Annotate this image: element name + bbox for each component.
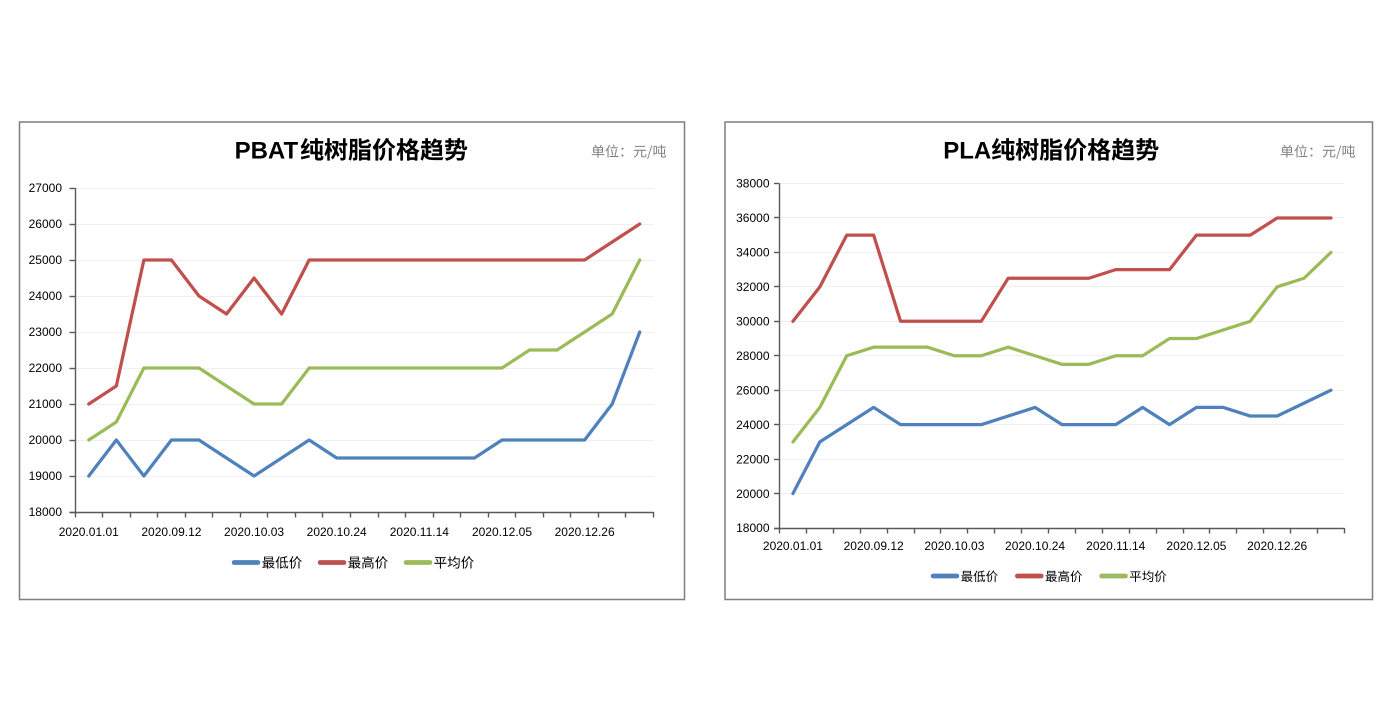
svg-text:34000: 34000 — [736, 246, 770, 260]
svg-text:PBAT: PBAT — [235, 138, 299, 165]
svg-text:22000: 22000 — [29, 361, 63, 375]
svg-text:2020.09.12: 2020.09.12 — [844, 539, 904, 553]
svg-text:22000: 22000 — [736, 452, 770, 466]
svg-text:2020.12.26: 2020.12.26 — [555, 525, 615, 539]
svg-text:2020.09.12: 2020.09.12 — [141, 525, 201, 539]
svg-text:2020.01.01: 2020.01.01 — [59, 525, 119, 539]
svg-text:2020.11.14: 2020.11.14 — [1086, 539, 1145, 553]
svg-text:2020.12.05: 2020.12.05 — [1166, 539, 1226, 553]
svg-text:2020.12.05: 2020.12.05 — [472, 525, 532, 539]
svg-text:2020.11.14: 2020.11.14 — [390, 525, 449, 539]
svg-text:36000: 36000 — [736, 211, 770, 225]
svg-text:24000: 24000 — [736, 418, 770, 432]
svg-text:20000: 20000 — [736, 487, 770, 501]
svg-text:30000: 30000 — [736, 315, 770, 329]
svg-text:28000: 28000 — [736, 349, 770, 363]
svg-text:25000: 25000 — [29, 253, 63, 267]
svg-text:23000: 23000 — [29, 325, 63, 339]
svg-text:2020.10.24: 2020.10.24 — [1005, 539, 1065, 553]
svg-text:21000: 21000 — [29, 397, 63, 411]
svg-text:18000: 18000 — [29, 505, 63, 519]
svg-text:2020.10.24: 2020.10.24 — [307, 525, 367, 539]
svg-text:24000: 24000 — [29, 289, 63, 303]
svg-text:2020.10.03: 2020.10.03 — [224, 525, 284, 539]
svg-text:32000: 32000 — [736, 280, 770, 294]
svg-text:20000: 20000 — [29, 433, 63, 447]
svg-text:27000: 27000 — [29, 181, 63, 195]
svg-text:2020.01.01: 2020.01.01 — [763, 539, 823, 553]
svg-text:38000: 38000 — [736, 177, 770, 191]
svg-text:PLA: PLA — [943, 138, 991, 165]
svg-text:2020.10.03: 2020.10.03 — [924, 539, 984, 553]
svg-text:26000: 26000 — [29, 217, 63, 231]
svg-text:2020.12.26: 2020.12.26 — [1247, 539, 1307, 553]
svg-text:26000: 26000 — [736, 383, 770, 397]
svg-text:18000: 18000 — [736, 521, 770, 535]
svg-text:19000: 19000 — [29, 469, 63, 483]
